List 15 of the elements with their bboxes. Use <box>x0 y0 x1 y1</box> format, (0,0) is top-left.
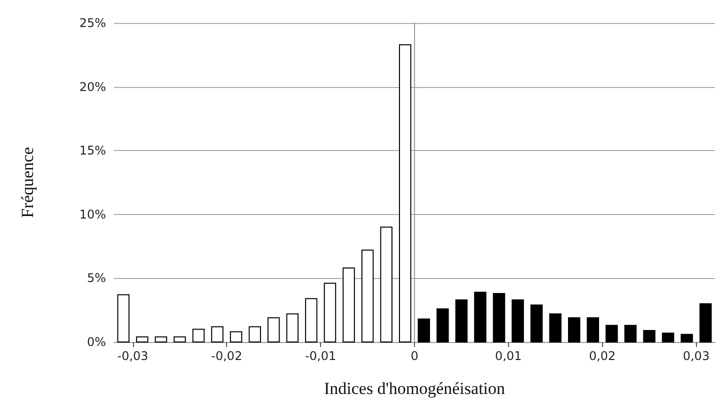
y-tick-label: 25% <box>79 16 106 30</box>
y-tick-label: 5% <box>86 271 106 286</box>
x-tick-label: -0,01 <box>305 349 336 363</box>
y-tick-label: 10% <box>79 207 106 222</box>
y-tick-label: 20% <box>79 80 106 94</box>
x-tick-label: -0,03 <box>117 349 148 363</box>
x-axis-title: Indices d'homogénéisation <box>324 379 506 398</box>
y-axis-title: Fréquence <box>18 147 37 218</box>
x-tick-label: 0,02 <box>588 349 616 363</box>
x-tick-label: 0 <box>410 349 418 363</box>
x-tick-label: 0,03 <box>682 349 710 363</box>
y-tick-label: 15% <box>79 144 106 158</box>
x-tick-label: 0,01 <box>495 349 522 363</box>
x-tick-label: -0,02 <box>211 349 242 363</box>
y-tick-label: 0% <box>86 335 106 349</box>
